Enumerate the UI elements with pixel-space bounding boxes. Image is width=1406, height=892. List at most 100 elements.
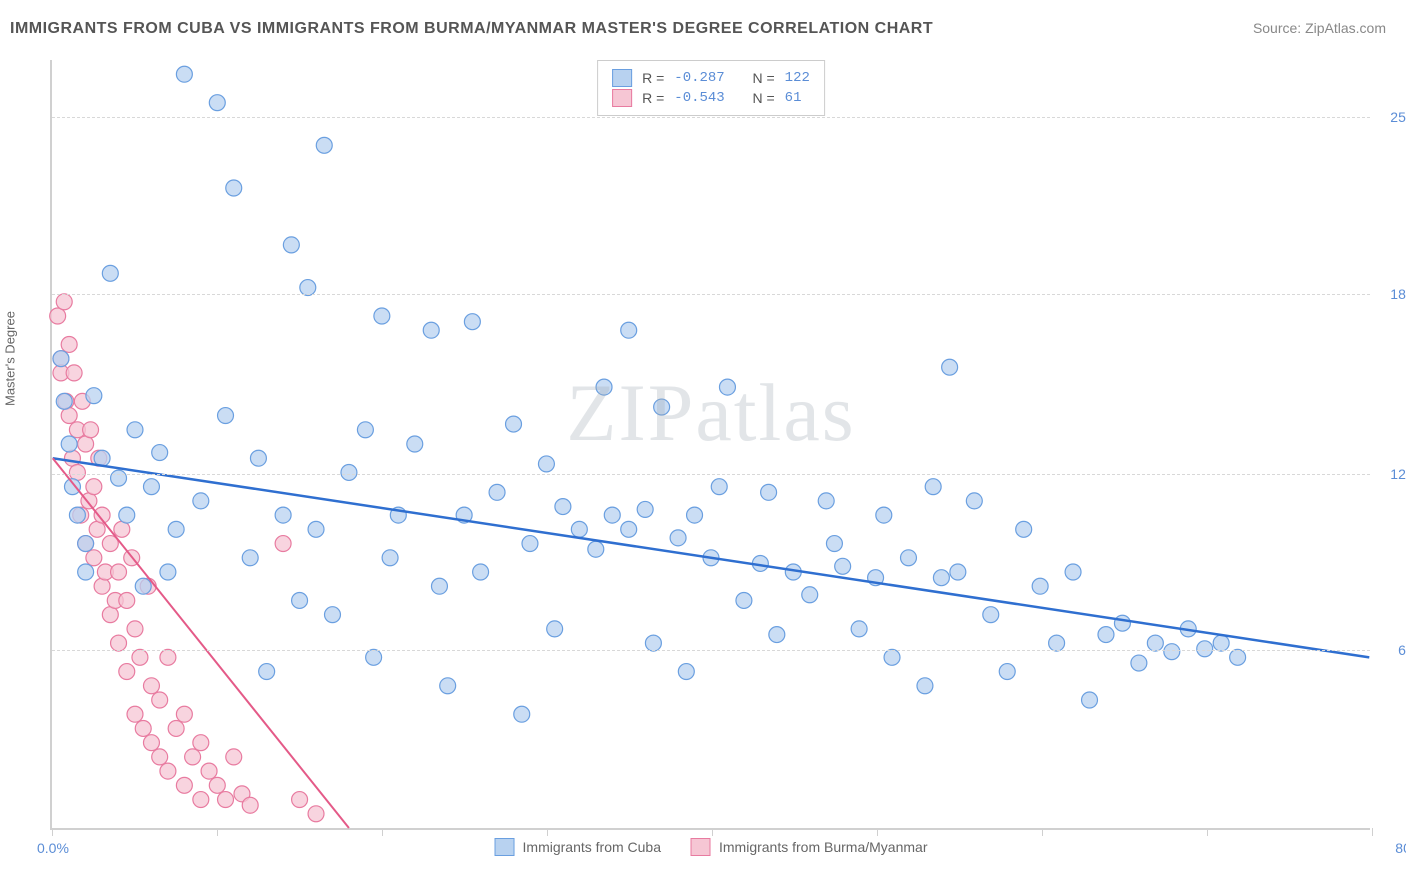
x-tick: [1042, 828, 1043, 836]
scatter-point: [621, 521, 637, 537]
scatter-point: [325, 607, 341, 623]
scatter-point: [127, 706, 143, 722]
scatter-point: [56, 393, 72, 409]
scatter-point: [61, 436, 77, 452]
scatter-point: [884, 649, 900, 665]
scatter-point: [86, 479, 102, 495]
scatter-point: [1197, 641, 1213, 657]
scatter-point: [160, 649, 176, 665]
y-tick-label: 12.5%: [1390, 466, 1406, 482]
scatter-point: [736, 592, 752, 608]
scatter-point: [933, 570, 949, 586]
x-axis-max-label: 80.0%: [1395, 840, 1406, 856]
swatch-cuba-bottom: [495, 838, 515, 856]
chart-plot-area: ZIPatlas R = -0.287 N = 122 R = -0.543 N…: [50, 60, 1370, 830]
scatter-point: [176, 66, 192, 82]
swatch-cuba: [612, 69, 632, 87]
scatter-point: [983, 607, 999, 623]
scatter-point: [69, 464, 85, 480]
scatter-point: [876, 507, 892, 523]
scatter-point: [678, 664, 694, 680]
scatter-point: [440, 678, 456, 694]
scatter-point: [308, 521, 324, 537]
scatter-point: [1065, 564, 1081, 580]
n-label: N =: [752, 70, 774, 86]
scatter-point: [78, 564, 94, 580]
scatter-point: [925, 479, 941, 495]
scatter-point: [64, 450, 80, 466]
scatter-point: [102, 265, 118, 281]
scatter-point: [160, 564, 176, 580]
scatter-point: [226, 180, 242, 196]
scatter-point: [242, 797, 258, 813]
scatter-point: [826, 536, 842, 552]
scatter-point: [621, 322, 637, 338]
scatter-point: [119, 507, 135, 523]
scatter-point: [818, 493, 834, 509]
scatter-point: [382, 550, 398, 566]
r-value-cuba: -0.287: [674, 70, 724, 86]
scatter-point: [111, 564, 127, 580]
scatter-point: [588, 541, 604, 557]
scatter-point: [193, 735, 209, 751]
scatter-point: [89, 521, 105, 537]
scatter-point: [86, 550, 102, 566]
scatter-point: [127, 621, 143, 637]
scatter-point: [645, 635, 661, 651]
scatter-point: [1016, 521, 1032, 537]
source-attribution: Source: ZipAtlas.com: [1253, 20, 1386, 36]
gridline: [52, 294, 1370, 295]
scatter-point: [950, 564, 966, 580]
scatter-point: [423, 322, 439, 338]
scatter-point: [111, 635, 127, 651]
scatter-point: [942, 359, 958, 375]
scatter-point: [308, 806, 324, 822]
y-tick-label: 18.8%: [1390, 286, 1406, 302]
scatter-point: [596, 379, 612, 395]
scatter-point: [152, 749, 168, 765]
scatter-point: [143, 735, 159, 751]
scatter-point: [719, 379, 735, 395]
scatter-point: [209, 95, 225, 111]
y-tick-label: 6.3%: [1398, 642, 1406, 658]
scatter-point: [917, 678, 933, 694]
scatter-point: [176, 777, 192, 793]
scatter-point: [999, 664, 1015, 680]
scatter-point: [168, 720, 184, 736]
scatter-point: [538, 456, 554, 472]
scatter-point: [66, 365, 82, 381]
scatter-point: [1213, 635, 1229, 651]
scatter-point: [555, 499, 571, 515]
x-tick: [547, 828, 548, 836]
scatter-point: [1147, 635, 1163, 651]
scatter-point: [769, 627, 785, 643]
scatter-point: [670, 530, 686, 546]
scatter-point: [78, 436, 94, 452]
scatter-point: [56, 294, 72, 310]
scatter-point: [431, 578, 447, 594]
scatter-point: [275, 536, 291, 552]
scatter-point: [1098, 627, 1114, 643]
x-axis-min-label: 0.0%: [37, 840, 69, 856]
scatter-point: [102, 607, 118, 623]
scatter-point: [802, 587, 818, 603]
legend-label-burma: Immigrants from Burma/Myanmar: [719, 839, 927, 855]
n-value-burma: 61: [785, 90, 802, 106]
scatter-point: [135, 578, 151, 594]
scatter-point: [761, 484, 777, 500]
scatter-point: [1032, 578, 1048, 594]
scatter-point: [522, 536, 538, 552]
scatter-point: [292, 592, 308, 608]
scatter-point: [283, 237, 299, 253]
scatter-point: [218, 792, 234, 808]
scatter-point: [168, 521, 184, 537]
r-label: R =: [642, 90, 664, 106]
x-tick: [382, 828, 383, 836]
r-label: R =: [642, 70, 664, 86]
scatter-point: [193, 792, 209, 808]
scatter-point: [185, 749, 201, 765]
scatter-point: [275, 507, 291, 523]
scatter-point: [604, 507, 620, 523]
legend-label-cuba: Immigrants from Cuba: [523, 839, 661, 855]
r-value-burma: -0.543: [674, 90, 724, 106]
